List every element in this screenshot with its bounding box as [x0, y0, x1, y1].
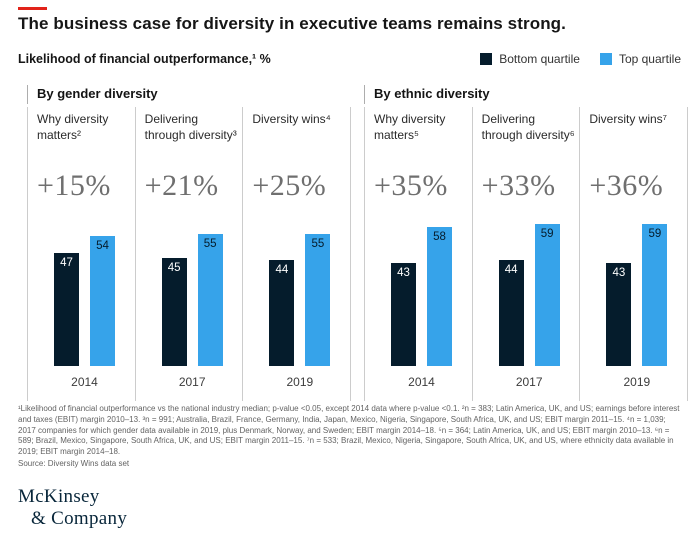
- bar-value-label: 55: [203, 238, 217, 250]
- chart-panel: Delivering through diversity³ +21% 45 55…: [134, 107, 243, 401]
- top-quartile-bar: 54: [90, 236, 115, 366]
- chart-panel: Why diversity matters⁵ +35% 43 58 2014: [364, 107, 472, 401]
- group-header: By ethnic diversity: [364, 85, 688, 104]
- year-label: 2014: [71, 375, 98, 389]
- bottom-quartile-bar: 47: [54, 253, 79, 366]
- bar-value-label: 54: [96, 240, 109, 253]
- study-title: Delivering through diversity³: [144, 112, 237, 142]
- study-title: Why diversity matters⁵: [374, 112, 446, 142]
- year-label: 2014: [408, 375, 435, 389]
- outperformance-delta: +21%: [144, 169, 219, 202]
- year-label: 2019: [286, 375, 314, 389]
- group-panels: Why diversity matters⁵ +35% 43 58 2014 D…: [364, 107, 688, 401]
- bar-pair: 43 58: [391, 224, 452, 366]
- legend-label: Top quartile: [618, 52, 681, 66]
- top-quartile-bar: 59: [534, 224, 560, 366]
- top-quartile-bar: 59: [642, 224, 668, 366]
- legend-item-top-quartile: Top quartile: [599, 52, 681, 66]
- top-quartile-bar: 55: [305, 234, 331, 366]
- study-title: Diversity wins⁷: [589, 112, 668, 126]
- bar-value-label: 47: [60, 257, 73, 270]
- bar-value-label: 59: [540, 228, 554, 241]
- accent-dash: [18, 7, 47, 10]
- chart-panel: Why diversity matters² +15% 47 54 2014: [27, 107, 135, 401]
- logo-line-2: & Company: [31, 507, 128, 529]
- bar-value-label: 43: [397, 266, 410, 279]
- source-line: Source: Diversity Wins data set: [18, 458, 130, 468]
- year-label: 2017: [178, 375, 206, 389]
- bar-pair: 47 54: [54, 224, 115, 366]
- study-title: Why diversity matters²: [37, 112, 109, 142]
- group-gender-diversity: By gender diversity Why diversity matter…: [27, 85, 351, 401]
- bar-pair: 44 59: [498, 224, 560, 366]
- footnote-text: ¹Likelihood of financial outperformance …: [18, 404, 680, 457]
- bar-pair: 43 59: [606, 224, 668, 366]
- page-title: The business case for diversity in execu…: [18, 14, 566, 33]
- logo-line-1: McKinsey: [18, 486, 100, 507]
- legend-swatch-top-quartile: [599, 53, 612, 65]
- chart-panel: Diversity wins⁷ +36% 43 59 2019: [579, 107, 687, 401]
- outperformance-delta: +36%: [589, 169, 664, 202]
- chart-panel: Delivering through diversity⁶ +33% 44 59…: [471, 107, 580, 401]
- outperformance-delta: +35%: [374, 169, 448, 202]
- year-label: 2019: [623, 375, 651, 389]
- study-title: Delivering through diversity⁶: [481, 112, 575, 142]
- bar-value-label: 45: [167, 262, 181, 274]
- bar-value-label: 55: [311, 238, 325, 250]
- bottom-quartile-bar: 43: [606, 262, 632, 366]
- bar-value-label: 59: [648, 228, 662, 241]
- group-ethnic-diversity: By ethnic diversity Why diversity matter…: [364, 85, 688, 401]
- bottom-quartile-bar: 45: [161, 258, 187, 366]
- group-panels: Why diversity matters² +15% 47 54 2014 D…: [27, 107, 351, 401]
- bar-pair: 45 55: [161, 224, 223, 366]
- bar-value-label: 43: [612, 266, 626, 279]
- legend-item-bottom-quartile: Bottom quartile: [480, 52, 580, 66]
- top-quartile-bar: 58: [427, 226, 452, 366]
- bar-pair: 44 55: [269, 224, 331, 366]
- bottom-quartile-bar: 43: [391, 262, 416, 366]
- footnotes: ¹Likelihood of financial outperformance …: [18, 404, 683, 470]
- bottom-quartile-bar: 44: [269, 260, 295, 366]
- mckinsey-logo: McKinsey & Company: [18, 486, 127, 530]
- legend-swatch-bottom-quartile: [480, 53, 493, 65]
- bar-chart: By gender diversity Why diversity matter…: [27, 85, 688, 401]
- outperformance-delta: +25%: [252, 169, 327, 202]
- top-quartile-bar: 55: [197, 234, 223, 366]
- bottom-quartile-bar: 44: [498, 260, 524, 366]
- study-title: Diversity wins⁴: [252, 112, 331, 126]
- year-label: 2017: [515, 375, 543, 389]
- legend: Bottom quartile Top quartile: [480, 52, 681, 66]
- bar-value-label: 44: [275, 264, 289, 277]
- bar-value-label: 44: [504, 264, 518, 277]
- chart-subtitle: Likelihood of financial outperformance,¹…: [18, 52, 271, 66]
- legend-label: Bottom quartile: [499, 52, 580, 66]
- group-header: By gender diversity: [27, 85, 351, 104]
- outperformance-delta: +15%: [37, 169, 111, 202]
- subtitle-row: Likelihood of financial outperformance,¹…: [18, 52, 681, 66]
- chart-panel: Diversity wins⁴ +25% 44 55 2019: [242, 107, 350, 401]
- bar-value-label: 58: [433, 230, 446, 243]
- outperformance-delta: +33%: [481, 169, 556, 202]
